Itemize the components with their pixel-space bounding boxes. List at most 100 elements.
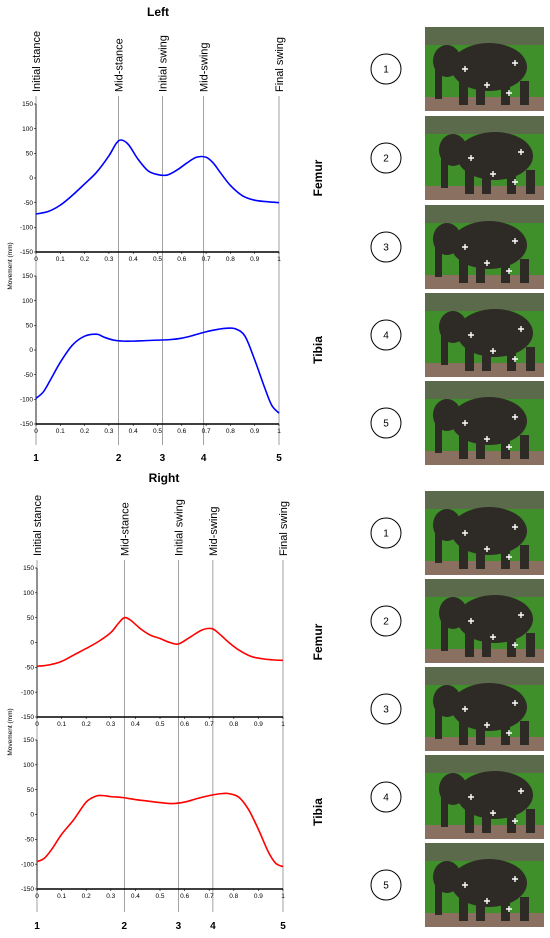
frame-number-circle: [370, 319, 402, 351]
left-tibia-plot: -150 -100 -50 0 50 100 150 0 0.1 0.2 0.3 0.4 0.5 0.6 0…: [20, 273, 281, 435]
y-tick-label: 100: [22, 298, 33, 305]
left-photo-column: 1 2 3 4 5: [370, 27, 544, 465]
x-tick-label: 1: [277, 428, 281, 435]
x-tick-label: 0.3: [106, 721, 115, 728]
x-tick-label: 0.4: [131, 893, 140, 900]
frame-number-circle: [370, 142, 402, 174]
right-phase-label: Initial stance: [32, 495, 44, 556]
y-tick-label: 150: [23, 565, 34, 572]
frame-number-circle: [370, 53, 402, 85]
elephant-photo: [425, 381, 544, 465]
y-tick-label: 150: [22, 101, 33, 108]
x-tick-label: 0.7: [202, 428, 211, 435]
y-tick-label: 0: [30, 640, 34, 647]
x-tick-label: 0.6: [180, 893, 189, 900]
y-tick-label: -150: [20, 249, 33, 256]
right-y-axis-title: Movement (mm): [7, 708, 14, 755]
frame-number-circle: [370, 407, 402, 439]
y-tick-label: -150: [21, 886, 34, 893]
right-phase-marker: 5: [280, 921, 286, 932]
left-phase-label: Mid-swing: [199, 42, 211, 92]
y-tick-label: -100: [20, 225, 33, 232]
x-tick-label: 0.9: [250, 428, 259, 435]
y-tick-label: 0: [29, 347, 33, 354]
frame-number-circle: [370, 869, 402, 901]
left-panel: Initial stance Mid-stance Initial swing Mid…: [20, 31, 286, 464]
x-tick-label: 0.1: [57, 721, 66, 728]
y-tick-label: -50: [25, 837, 35, 844]
x-tick-label: 0.3: [104, 428, 113, 435]
x-tick-label: 0.7: [205, 893, 214, 900]
x-tick-label: 0.1: [56, 256, 65, 263]
frame-number-circle: [370, 781, 402, 813]
elephant-photo: [425, 579, 544, 663]
y-tick-label: 50: [27, 787, 35, 794]
left-panel-title: Left: [147, 5, 169, 19]
y-tick-label: 0: [30, 812, 34, 819]
y-tick-label: 150: [23, 737, 34, 744]
y-tick-label: -100: [20, 397, 33, 404]
frame-number-label: 4: [383, 793, 389, 804]
x-tick-label: 0.2: [80, 428, 89, 435]
right-phase-label: Final swing: [278, 501, 290, 556]
y-tick-label: -150: [21, 714, 34, 721]
elephant-photo: [425, 667, 544, 751]
frame-number-label: 1: [383, 529, 389, 540]
left-phase-marker: 4: [201, 453, 207, 464]
y-tick-label: 100: [23, 762, 34, 769]
x-tick-label: 0: [35, 721, 39, 728]
y-tick-label: -150: [20, 421, 33, 428]
frame-number-circle: [370, 517, 402, 549]
elephant-photo: [425, 755, 544, 839]
right-phase-label: Initial swing: [173, 499, 185, 556]
x-tick-label: 1: [281, 721, 285, 728]
x-tick-label: 0.8: [229, 721, 238, 728]
x-tick-label: 0.4: [129, 428, 138, 435]
x-tick-label: 0.2: [80, 256, 89, 263]
right-panel: Initial stance Mid-stance Initial swing Mid…: [21, 495, 290, 932]
x-tick-label: 0.9: [254, 893, 263, 900]
x-tick-label: 0.6: [177, 256, 186, 263]
left-femur-series-line: [35, 139, 280, 215]
frame-number-label: 5: [383, 881, 389, 892]
x-tick-label: 0.7: [202, 256, 211, 263]
right-phase-label: Mid-swing: [208, 506, 220, 556]
left-femur-label: Femur: [311, 159, 325, 196]
y-tick-label: 0: [29, 175, 33, 182]
left-femur-plot: -150 -100 -50 0 50 100 150 0 0.1 0.2 0.3 0.4 0.5 0.6 0…: [20, 101, 281, 263]
frame-number-label: 4: [383, 331, 389, 342]
x-tick-label: 0.2: [82, 893, 91, 900]
elephant-photo: [425, 293, 544, 377]
x-tick-label: 0.4: [131, 721, 140, 728]
left-phase-marker: 3: [160, 453, 166, 464]
frame-number-label: 2: [383, 154, 389, 165]
right-femur-plot: -150 -100 -50 0 50 100 150 0 0.1 0.2 0.3 0.4 0.5 0.6 0…: [21, 565, 285, 728]
y-tick-label: -50: [25, 665, 35, 672]
left-y-axis-title: Movement (mm): [7, 242, 14, 289]
elephant-photo: [425, 27, 544, 111]
y-tick-label: 50: [26, 323, 34, 330]
y-tick-label: 50: [27, 615, 35, 622]
frame-number-label: 2: [383, 617, 389, 628]
frame-number-circle: [370, 605, 402, 637]
right-phase-marker: 3: [176, 921, 182, 932]
x-tick-label: 0.5: [155, 893, 164, 900]
elephant-photo: [425, 843, 544, 927]
x-tick-label: 1: [277, 256, 281, 263]
left-phase-label: Initial swing: [157, 35, 169, 92]
right-phase-marker: 4: [210, 921, 216, 932]
x-tick-label: 0.8: [226, 428, 235, 435]
x-tick-label: 0.3: [104, 256, 113, 263]
left-phase-marker: 5: [276, 453, 282, 464]
x-tick-label: 0.5: [153, 256, 162, 263]
left-tibia-label: Tibia: [311, 336, 325, 364]
frame-number-label: 3: [383, 243, 389, 254]
right-tibia-label: Tibia: [311, 798, 325, 826]
left-phase-label: Mid-stance: [114, 38, 126, 92]
elephant-photo: [425, 116, 544, 200]
elephant-photo: [425, 491, 544, 575]
left-tibia-series-line: [35, 327, 280, 414]
left-phase-label: Initial stance: [31, 31, 43, 92]
right-tibia-series-line: [36, 792, 284, 868]
